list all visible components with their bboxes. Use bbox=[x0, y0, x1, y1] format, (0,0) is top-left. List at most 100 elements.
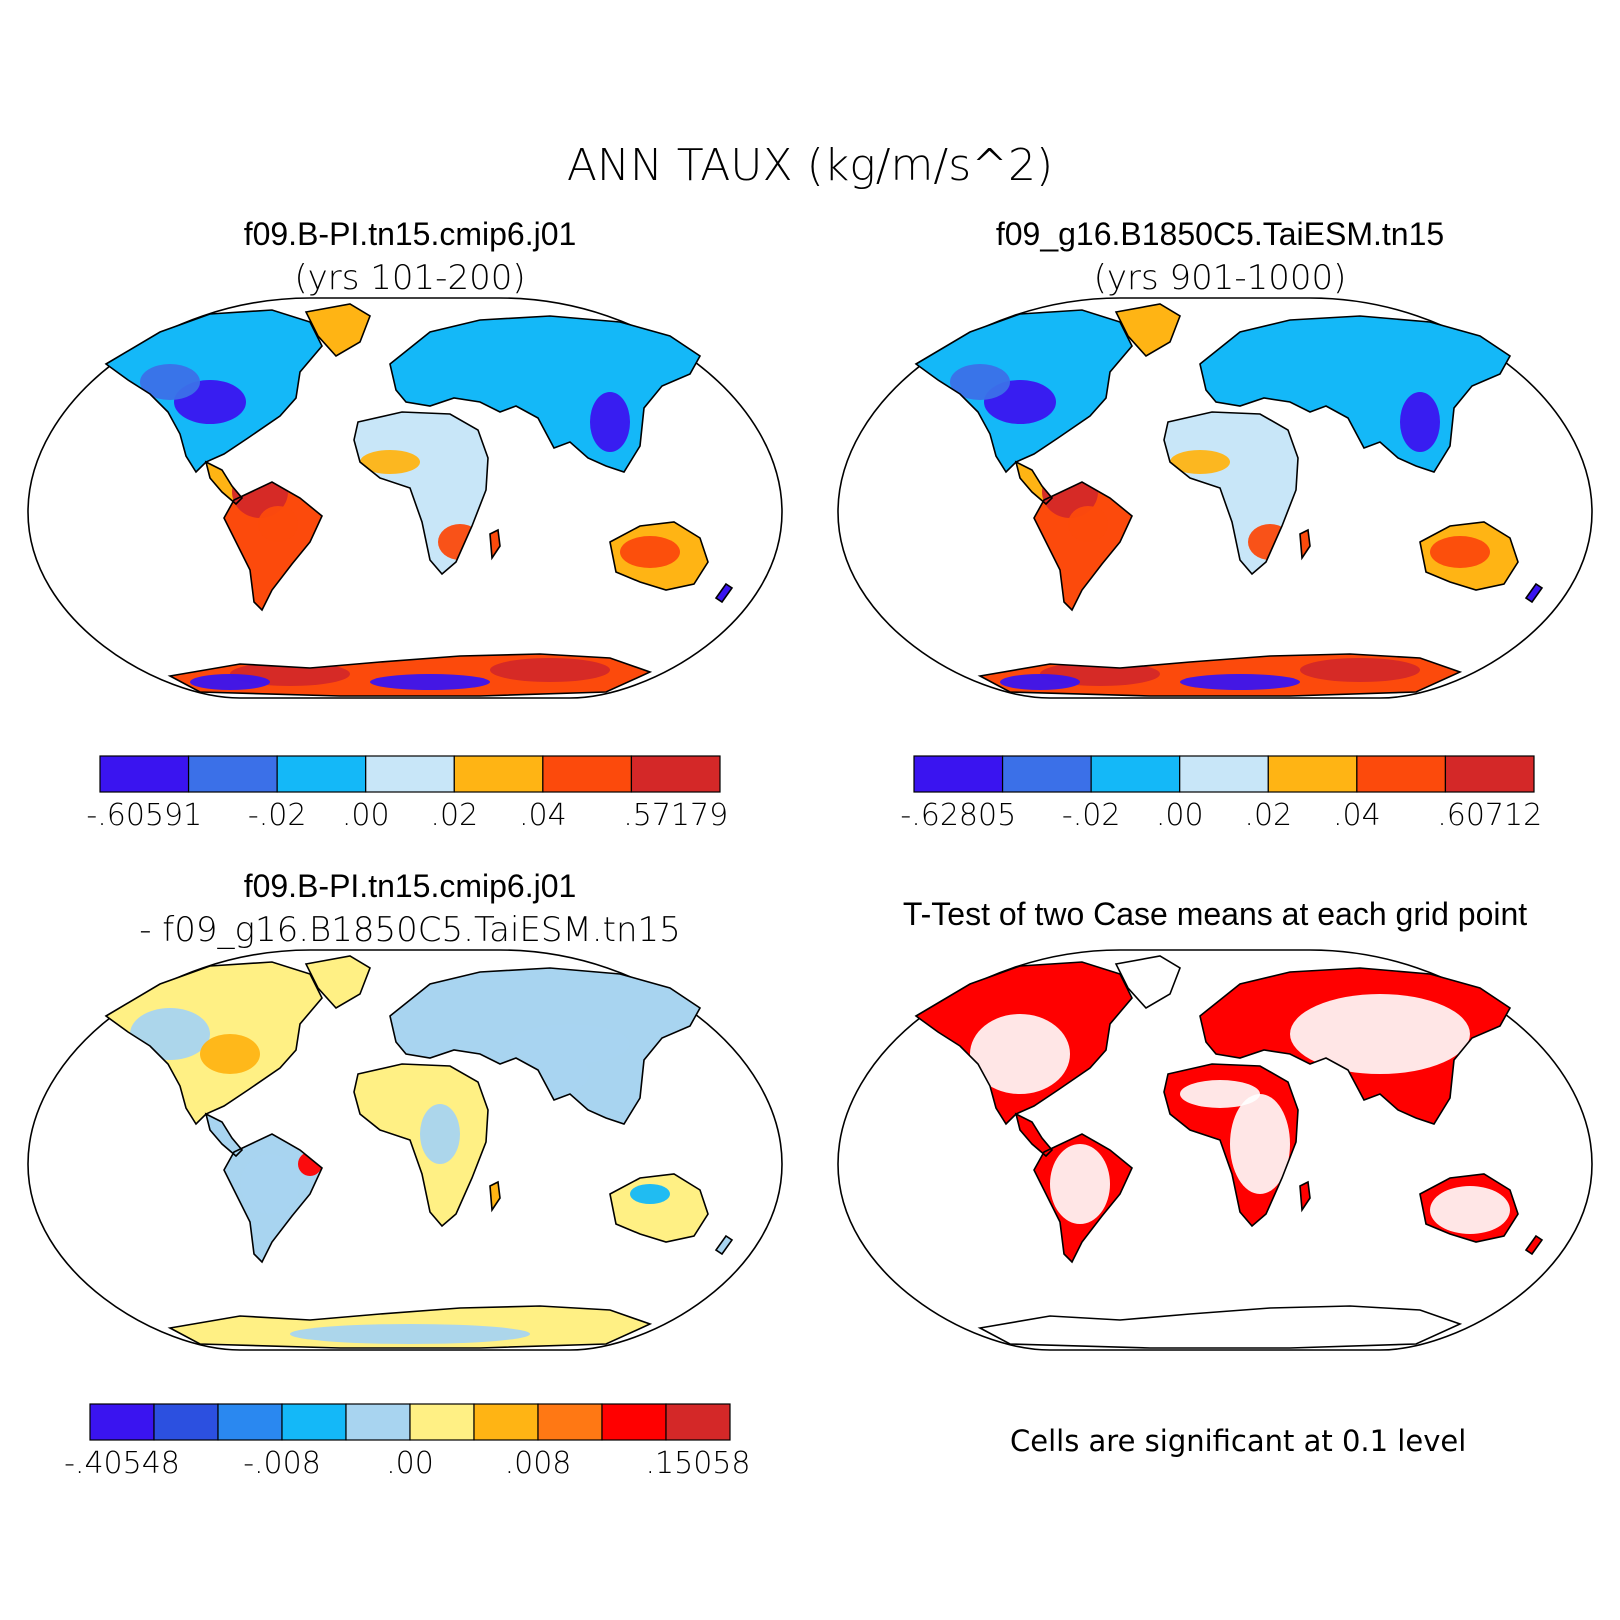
colorbar-swatch bbox=[537, 1403, 603, 1441]
region-greenland bbox=[306, 956, 370, 1008]
coastline-antarctica bbox=[167, 1305, 653, 1349]
colorbar-tick-label: -.60591 bbox=[86, 798, 203, 833]
field-patch bbox=[360, 450, 420, 474]
coastline-eurasia bbox=[389, 315, 702, 473]
colorbar-swatch bbox=[665, 1403, 731, 1441]
coastline-madagascar bbox=[1299, 1180, 1311, 1213]
colorbar-swatch bbox=[345, 1403, 411, 1441]
region-central-america bbox=[1016, 1114, 1052, 1156]
region-greenland bbox=[1116, 956, 1180, 1008]
coastline-madagascar bbox=[489, 528, 501, 561]
colorbar-swatch bbox=[1179, 755, 1269, 793]
panel-title-case2: f09_g16.B1850C5.TaiESM.tn15 bbox=[995, 216, 1445, 252]
colorbar-swatch bbox=[99, 755, 190, 793]
field-patch bbox=[200, 1034, 260, 1074]
field-patch bbox=[1180, 674, 1300, 690]
field-patch bbox=[950, 364, 1010, 400]
colorbar-swatch bbox=[365, 755, 455, 793]
coastline-australia bbox=[1419, 521, 1519, 591]
region-new-zealand bbox=[1526, 1236, 1542, 1254]
field-patch bbox=[190, 674, 270, 690]
colorbar-swatch bbox=[630, 755, 721, 793]
coastline-madagascar bbox=[489, 1180, 501, 1213]
coastline-north-america bbox=[104, 309, 323, 474]
colorbar-tick-label: .008 bbox=[504, 1446, 572, 1481]
coastline-north-america bbox=[914, 961, 1133, 1126]
region-greenland bbox=[1116, 304, 1180, 356]
coastline-africa bbox=[1163, 1063, 1299, 1228]
coastline-africa bbox=[1163, 411, 1299, 576]
region-new-zealand bbox=[1526, 584, 1542, 602]
region-greenland bbox=[306, 304, 370, 356]
colorbar-swatch bbox=[1267, 755, 1358, 793]
field-patch bbox=[620, 536, 680, 568]
field-patch bbox=[970, 1014, 1070, 1094]
region-new-zealand bbox=[716, 1236, 732, 1254]
field-patch bbox=[1068, 506, 1108, 542]
region-madagascar bbox=[490, 1182, 500, 1210]
coastline-australia bbox=[609, 521, 709, 591]
colorbar-swatch bbox=[1090, 755, 1181, 793]
coastline-greenland bbox=[1114, 955, 1181, 1010]
coastline-new-zealand bbox=[1524, 582, 1544, 604]
field-patch bbox=[490, 658, 610, 682]
region-madagascar bbox=[490, 530, 500, 558]
coastline-north-america bbox=[104, 961, 323, 1126]
field-patch bbox=[258, 506, 298, 542]
colorbar-tick-label: .00 bbox=[341, 798, 390, 833]
colorbar-tick-label: .04 bbox=[518, 798, 567, 833]
colorbar-swatch bbox=[1001, 755, 1092, 793]
region-central-america bbox=[206, 1114, 242, 1156]
colorbar-swatch bbox=[913, 755, 1004, 793]
coastline-south-america bbox=[223, 1133, 323, 1264]
field-patch bbox=[290, 1324, 530, 1344]
coastline-australia bbox=[1419, 1173, 1519, 1243]
colorbar-case2 bbox=[913, 755, 1535, 793]
world-map-case2 bbox=[837, 297, 1593, 699]
coastline-australia bbox=[609, 1173, 709, 1243]
coastline-new-zealand bbox=[714, 1234, 734, 1256]
field-patch bbox=[1050, 1144, 1110, 1224]
panel-title-case1: f09.B-PI.tn15.cmip6.j01 bbox=[243, 216, 577, 252]
coastline-africa bbox=[353, 411, 489, 576]
colorbar-tick-label: .60712 bbox=[1437, 798, 1543, 833]
colorbar-swatch bbox=[187, 755, 278, 793]
panel-title-ttest: T-Test of two Case means at each grid po… bbox=[902, 896, 1528, 932]
coastline-new-zealand bbox=[1524, 1234, 1544, 1256]
field-patch bbox=[1300, 658, 1420, 682]
colorbar-swatch bbox=[453, 755, 544, 793]
field-patch bbox=[1400, 392, 1440, 452]
colorbar-swatch bbox=[1356, 755, 1447, 793]
panel-title-difference: f09.B-PI.tn15.cmip6.j01 bbox=[243, 868, 577, 904]
coastline-eurasia bbox=[1199, 315, 1512, 473]
colorbar-swatch bbox=[89, 1403, 155, 1441]
colorbar-difference bbox=[89, 1403, 731, 1441]
coastline-greenland bbox=[1114, 303, 1181, 358]
coastline-new-zealand bbox=[714, 582, 734, 604]
colorbar-swatch bbox=[217, 1403, 283, 1441]
field-patch bbox=[370, 674, 490, 690]
world-map-case1 bbox=[27, 297, 783, 699]
coastline-central-america bbox=[204, 1112, 244, 1158]
panel-subtitle-difference: - f09_g16.B1850C5.TaiESM.tn15 bbox=[139, 910, 681, 950]
coastline-central-america bbox=[1014, 460, 1054, 506]
coastline-south-america bbox=[223, 481, 323, 612]
field-patch bbox=[510, 1024, 630, 1064]
coastline-central-america bbox=[1014, 1112, 1054, 1158]
colorbar-tick-label: -.008 bbox=[243, 1446, 321, 1481]
region-antarctica bbox=[980, 1306, 1460, 1348]
field-patch bbox=[630, 1184, 670, 1204]
coastline-antarctica bbox=[977, 653, 1463, 697]
colorbar-swatch bbox=[473, 1403, 539, 1441]
world-map-difference bbox=[27, 949, 783, 1351]
region-africa bbox=[354, 1064, 488, 1226]
colorbar-case1 bbox=[99, 755, 721, 793]
colorbar-swatch bbox=[1444, 755, 1535, 793]
coastline-eurasia bbox=[1199, 967, 1512, 1125]
coastline-central-america bbox=[204, 460, 244, 506]
coastline-antarctica bbox=[977, 1305, 1463, 1349]
colorbar-swatch bbox=[281, 1403, 347, 1441]
coastline-greenland bbox=[304, 955, 371, 1010]
colorbar-swatch bbox=[153, 1403, 219, 1441]
field-patch bbox=[1230, 1094, 1290, 1194]
